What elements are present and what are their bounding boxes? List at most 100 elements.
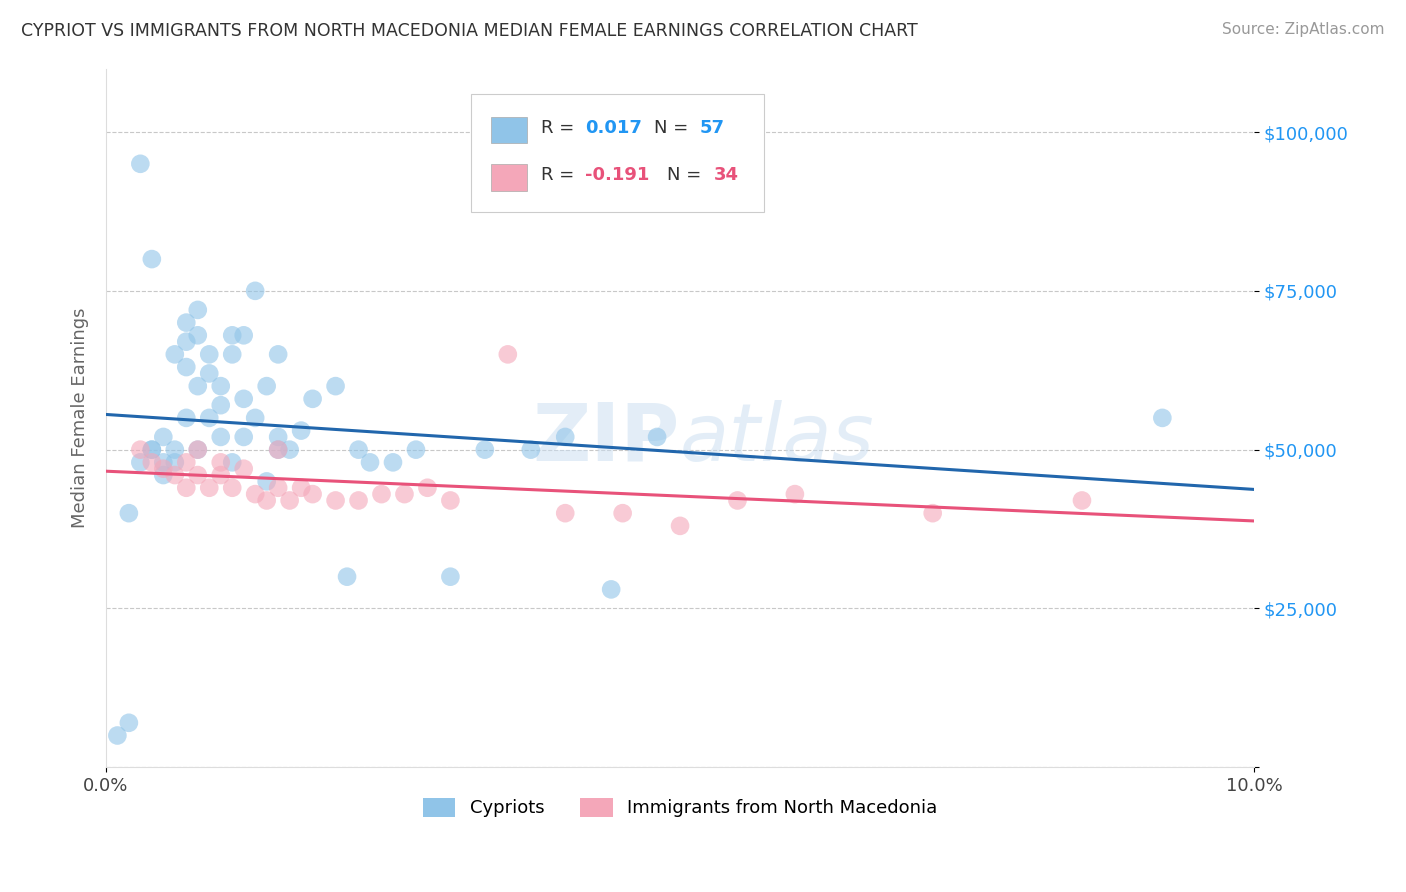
- Point: [243, 487, 266, 501]
- Point: [209, 398, 232, 412]
- Point: [325, 379, 347, 393]
- Point: [232, 392, 254, 406]
- Point: [174, 334, 197, 349]
- Point: [1152, 410, 1174, 425]
- Point: [405, 442, 427, 457]
- Point: [174, 316, 197, 330]
- Point: [232, 430, 254, 444]
- Text: ZIP: ZIP: [533, 400, 681, 478]
- Point: [382, 455, 405, 469]
- Point: [141, 442, 163, 457]
- Point: [370, 487, 392, 501]
- Point: [232, 328, 254, 343]
- Point: [141, 442, 163, 457]
- Text: CYPRIOT VS IMMIGRANTS FROM NORTH MACEDONIA MEDIAN FEMALE EARNINGS CORRELATION CH: CYPRIOT VS IMMIGRANTS FROM NORTH MACEDON…: [21, 22, 918, 40]
- Point: [474, 442, 496, 457]
- Point: [187, 379, 209, 393]
- Text: atlas: atlas: [681, 400, 875, 478]
- Point: [669, 519, 692, 533]
- FancyBboxPatch shape: [491, 164, 527, 191]
- Point: [152, 455, 174, 469]
- FancyBboxPatch shape: [471, 95, 763, 211]
- Point: [198, 347, 221, 361]
- Point: [645, 430, 668, 444]
- Point: [256, 475, 278, 489]
- Text: N =: N =: [668, 167, 707, 185]
- Point: [783, 487, 806, 501]
- Point: [187, 302, 209, 317]
- Text: 0.017: 0.017: [585, 119, 641, 136]
- Point: [359, 455, 381, 469]
- Point: [256, 379, 278, 393]
- Point: [347, 493, 370, 508]
- Point: [141, 252, 163, 266]
- Point: [163, 455, 186, 469]
- Point: [221, 455, 243, 469]
- Point: [118, 715, 141, 730]
- Point: [325, 493, 347, 508]
- FancyBboxPatch shape: [491, 117, 527, 144]
- Point: [243, 410, 266, 425]
- Point: [267, 430, 290, 444]
- Point: [496, 347, 519, 361]
- Point: [439, 493, 461, 508]
- Point: [290, 481, 312, 495]
- Point: [221, 328, 243, 343]
- Point: [163, 347, 186, 361]
- Point: [267, 442, 290, 457]
- Point: [278, 442, 301, 457]
- Point: [256, 493, 278, 508]
- Text: R =: R =: [541, 167, 581, 185]
- Point: [187, 442, 209, 457]
- Point: [152, 461, 174, 475]
- Text: Source: ZipAtlas.com: Source: ZipAtlas.com: [1222, 22, 1385, 37]
- Point: [152, 430, 174, 444]
- Point: [336, 570, 359, 584]
- Point: [129, 442, 152, 457]
- Point: [163, 442, 186, 457]
- Point: [221, 481, 243, 495]
- Point: [290, 424, 312, 438]
- Point: [301, 392, 323, 406]
- Point: [267, 442, 290, 457]
- Text: -0.191: -0.191: [585, 167, 650, 185]
- Point: [600, 582, 623, 597]
- Point: [221, 347, 243, 361]
- Point: [163, 468, 186, 483]
- Point: [129, 157, 152, 171]
- Legend: Cypriots, Immigrants from North Macedonia: Cypriots, Immigrants from North Macedoni…: [415, 791, 945, 824]
- Point: [727, 493, 749, 508]
- Point: [232, 461, 254, 475]
- Point: [198, 481, 221, 495]
- Point: [554, 506, 576, 520]
- Point: [520, 442, 543, 457]
- Point: [152, 468, 174, 483]
- Point: [129, 455, 152, 469]
- Point: [209, 468, 232, 483]
- Point: [921, 506, 943, 520]
- Point: [187, 328, 209, 343]
- Point: [209, 455, 232, 469]
- Point: [612, 506, 634, 520]
- Point: [301, 487, 323, 501]
- Point: [187, 442, 209, 457]
- Text: R =: R =: [541, 119, 581, 136]
- Point: [416, 481, 439, 495]
- Text: 34: 34: [713, 167, 738, 185]
- Point: [278, 493, 301, 508]
- Point: [174, 410, 197, 425]
- Point: [174, 455, 197, 469]
- Point: [347, 442, 370, 457]
- Point: [1071, 493, 1094, 508]
- Point: [267, 481, 290, 495]
- Point: [243, 284, 266, 298]
- Point: [198, 367, 221, 381]
- Point: [174, 360, 197, 375]
- Text: 57: 57: [700, 119, 724, 136]
- Point: [105, 729, 128, 743]
- Point: [174, 481, 197, 495]
- Point: [187, 468, 209, 483]
- Point: [554, 430, 576, 444]
- Point: [209, 430, 232, 444]
- Y-axis label: Median Female Earnings: Median Female Earnings: [72, 308, 89, 528]
